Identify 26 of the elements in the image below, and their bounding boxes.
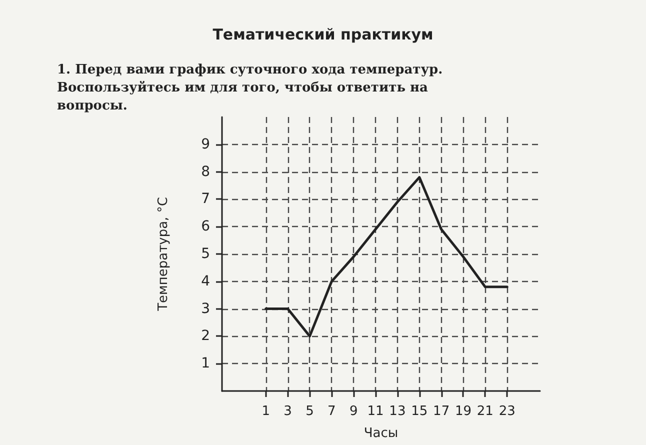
- y-axis-title: Температура, °C: [156, 197, 171, 312]
- y-tick-label: 8: [201, 164, 210, 180]
- x-tick-label: 19: [454, 404, 472, 419]
- y-tick-label: 1: [201, 356, 210, 372]
- x-tick-label: 23: [498, 404, 516, 419]
- y-tick-label: 3: [201, 300, 210, 317]
- y-tick-label: 7: [201, 191, 210, 208]
- x-tick-label: 3: [284, 404, 292, 419]
- x-tick-label: 17: [433, 404, 450, 419]
- x-tick-label: 11: [367, 404, 384, 419]
- y-tick-label: 6: [201, 218, 210, 235]
- y-tick-label: 4: [201, 273, 210, 290]
- x-tick-label: 13: [389, 404, 406, 419]
- x-tick-label: 5: [306, 404, 314, 419]
- chart-title: Тематический практикум: [212, 26, 434, 44]
- x-tick-label: 21: [476, 404, 494, 419]
- y-tick-label: 2: [201, 328, 210, 344]
- y-tick-label: 9: [201, 136, 210, 152]
- line-series: [264, 176, 508, 338]
- y-tick-label: 5: [201, 246, 210, 262]
- x-tick-label: 15: [411, 404, 428, 419]
- x-axis-title: Часы: [364, 426, 398, 441]
- x-tick-label: 9: [349, 404, 358, 419]
- x-tick-label: 1: [262, 404, 270, 419]
- chart-subtitle: 1. Перед вами график суточного хода температур. Воспользуйтесь им для того, чтобы ответить на вопросы.: [57, 62, 448, 114]
- x-tick-label: 7: [328, 404, 336, 419]
